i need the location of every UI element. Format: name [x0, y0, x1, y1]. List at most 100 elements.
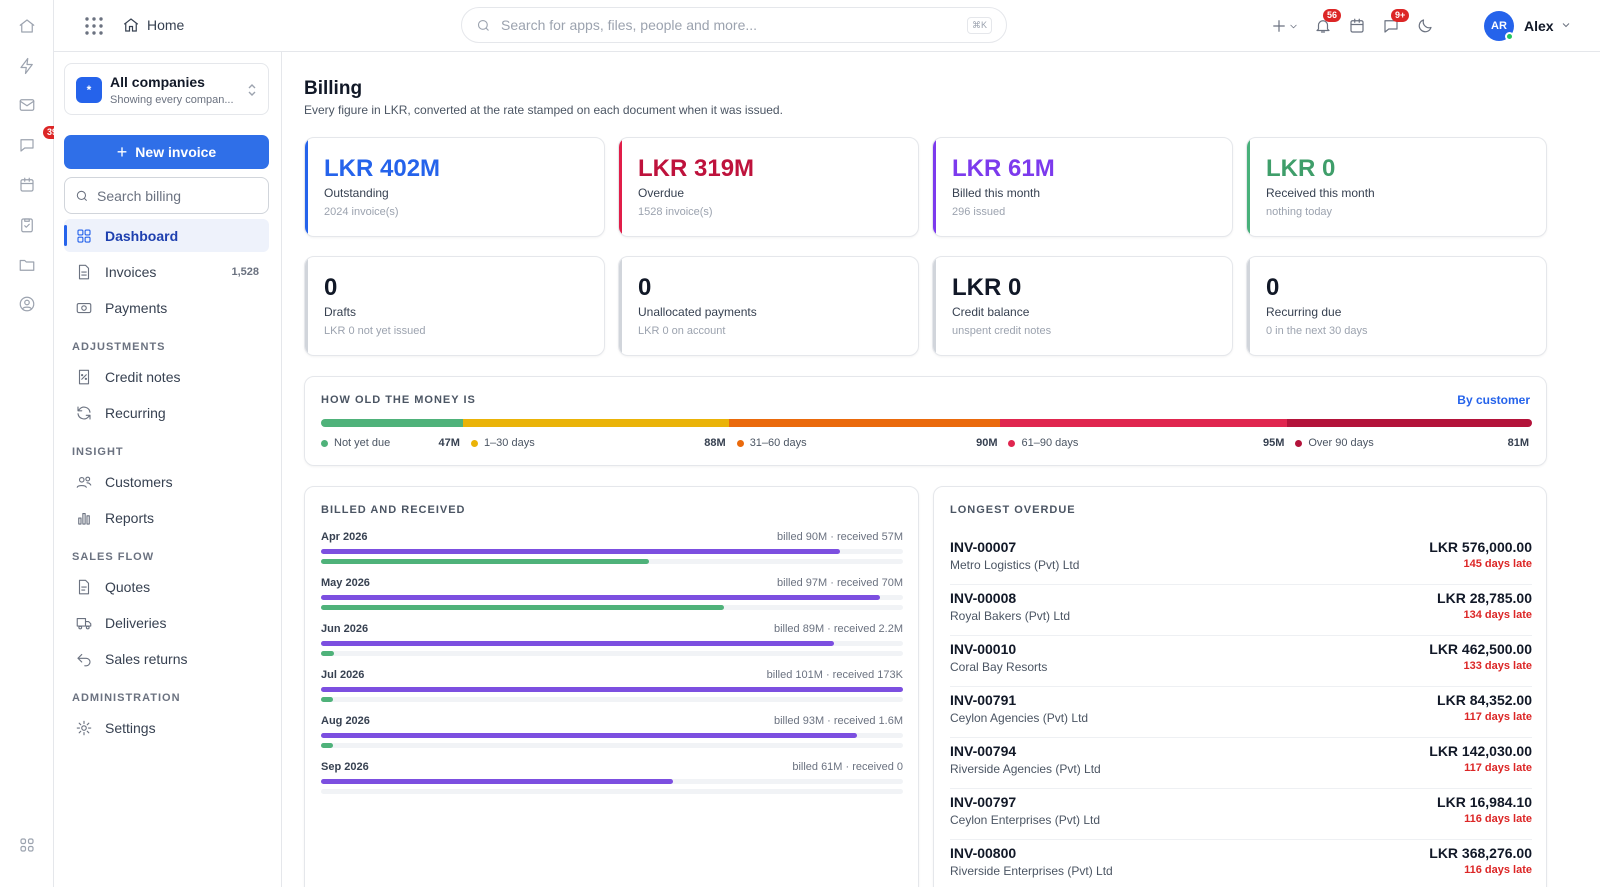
- overdue-row[interactable]: INV-00791 Ceylon Agencies (Pvt) Ltd LKR 84…: [950, 687, 1532, 738]
- legend-label: Not yet due: [334, 437, 391, 449]
- truck-icon: [76, 617, 92, 629]
- days-late: 134 days late: [1463, 609, 1533, 621]
- search-shortcut: ⌘K: [966, 16, 992, 34]
- apps-icon[interactable]: [15, 833, 39, 857]
- top-bar: Home Search for apps, files, people and …: [54, 0, 1600, 52]
- sidebar-item-label: Payments: [105, 299, 168, 316]
- overdue-row[interactable]: INV-00797 Ceylon Enterprises (Pvt) Ltd LKR…: [950, 789, 1532, 840]
- sidebar-item-recurring[interactable]: Recurring: [64, 396, 269, 429]
- invoice-number: INV-00007: [950, 539, 1017, 555]
- overdue-row[interactable]: INV-00008 Royal Bakers (Pvt) Ltd LKR 28,78…: [950, 585, 1532, 636]
- create-menu-button[interactable]: [1266, 16, 1302, 36]
- section-adjustments: ADJUSTMENTS: [72, 341, 166, 353]
- month-summary: billed 101M · received 173K: [766, 669, 903, 681]
- sidebar-item-credit-notes[interactable]: Credit notes: [64, 360, 269, 393]
- card-value: LKR 319M: [638, 155, 755, 182]
- calendar-button[interactable]: [1347, 16, 1367, 36]
- sidebar-item-dashboard[interactable]: Dashboard: [64, 219, 269, 252]
- section-sales-flow: SALES FLOW: [72, 551, 155, 563]
- by-customer-link[interactable]: By customer: [1457, 393, 1530, 407]
- kpi-card-received-this-month[interactable]: LKR 0 Received this month nothing today: [1246, 137, 1547, 237]
- overdue-row[interactable]: INV-00007 Metro Logistics (Pvt) Ltd LKR 57…: [950, 534, 1532, 585]
- kpi-card-billed-this-month[interactable]: LKR 61M Billed this month 296 issued: [932, 137, 1233, 237]
- home-icon[interactable]: [15, 14, 39, 38]
- bar-chart-icon: [78, 512, 90, 525]
- home-link[interactable]: Home: [122, 16, 184, 34]
- kpi-card-drafts[interactable]: 0 Drafts LKR 0 not yet issued: [304, 256, 605, 356]
- user-circle-icon[interactable]: [15, 292, 39, 316]
- card-accent: [1247, 257, 1250, 355]
- folder-icon[interactable]: [15, 253, 39, 277]
- global-search-input[interactable]: Search for apps, files, people and more.…: [461, 7, 1007, 43]
- customer-name: Riverside Enterprises (Pvt) Ltd: [950, 864, 1113, 878]
- notifications-button[interactable]: 56: [1313, 9, 1342, 36]
- sidebar-item-deliveries[interactable]: Deliveries: [64, 606, 269, 639]
- month-summary: billed 90M · received 57M: [777, 531, 903, 543]
- sidebar-item-customers[interactable]: Customers: [64, 465, 269, 498]
- apps-grid-icon[interactable]: [84, 16, 104, 36]
- sidebar-item-sales-returns[interactable]: Sales returns: [64, 642, 269, 675]
- card-note: 2024 invoice(s): [324, 206, 399, 218]
- legend-label: 61–90 days: [1021, 437, 1079, 449]
- legend-dot: [1295, 439, 1303, 447]
- month-row: Sep 2026 billed 61M · received 0: [321, 761, 903, 807]
- sidebar-item-quotes[interactable]: Quotes: [64, 570, 269, 603]
- longest-overdue-title: LONGEST OVERDUE: [950, 504, 1076, 516]
- calendar-icon: [1350, 18, 1364, 33]
- document-icon: [78, 579, 90, 594]
- sidebar-item-payments[interactable]: Payments: [64, 291, 269, 324]
- card-accent: [933, 138, 936, 236]
- search-icon: [477, 19, 489, 31]
- customer-name: Metro Logistics (Pvt) Ltd: [950, 558, 1080, 572]
- legend-amount: 81M: [1507, 437, 1529, 449]
- overdue-row[interactable]: INV-00794 Riverside Agencies (Pvt) Ltd LKR…: [950, 738, 1532, 789]
- aging-segment: [462, 419, 729, 427]
- theme-toggle[interactable]: [1415, 16, 1435, 36]
- sidebar-item-invoices[interactable]: Invoices 1,528: [64, 255, 269, 288]
- month-row: Jul 2026 billed 101M · received 173K: [321, 669, 903, 715]
- search-icon: [76, 190, 88, 201]
- sidebar-item-label: Invoices: [105, 263, 157, 280]
- month-name: Jun 2026: [321, 623, 369, 635]
- aging-panel: HOW OLD THE MONEY IS By customer Not yet…: [304, 376, 1547, 466]
- user-name[interactable]: Alex: [1524, 18, 1554, 34]
- card-value: 0: [1266, 274, 1280, 301]
- lightning-icon[interactable]: [15, 54, 39, 78]
- month-name: Jul 2026: [321, 669, 365, 681]
- clipboard-icon[interactable]: [15, 213, 39, 237]
- document-icon: [78, 264, 90, 279]
- aging-legend: Not yet due 47M 1–30 days 88M 31–60 days 90M 6…: [321, 437, 1532, 451]
- company-switcher[interactable]: * All companies Showing every compan...: [64, 63, 269, 115]
- month-row: Jun 2026 billed 89M · received 2.2M: [321, 623, 903, 669]
- gear-icon: [76, 720, 92, 735]
- card-label: Drafts: [324, 305, 357, 319]
- home-icon: [123, 18, 139, 32]
- chevron-down-icon[interactable]: [1560, 19, 1572, 31]
- received-track: [321, 605, 903, 610]
- kpi-card-overdue[interactable]: LKR 319M Overdue 1528 invoice(s): [618, 137, 919, 237]
- overdue-row[interactable]: INV-00800 Riverside Enterprises (Pvt) Ltd…: [950, 840, 1532, 887]
- sidebar-item-reports[interactable]: Reports: [64, 501, 269, 534]
- month-summary: billed 97M · received 70M: [777, 577, 903, 589]
- month-name: Apr 2026: [321, 531, 368, 543]
- kpi-card-unallocated-payments[interactable]: 0 Unallocated payments LKR 0 on account: [618, 256, 919, 356]
- overdue-row[interactable]: INV-00010 Coral Bay Resorts LKR 462,500.00…: [950, 636, 1532, 687]
- aging-legend-item: 31–60 days: [736, 437, 807, 449]
- sidebar-item-settings[interactable]: Settings: [64, 711, 269, 744]
- company-logo: *: [76, 77, 102, 103]
- new-invoice-button[interactable]: + New invoice: [64, 135, 269, 169]
- kpi-card-recurring-due[interactable]: 0 Recurring due 0 in the next 30 days: [1246, 256, 1547, 356]
- mail-icon[interactable]: [15, 93, 39, 117]
- billing-search-input[interactable]: Search billing: [64, 177, 269, 214]
- kpi-card-outstanding[interactable]: LKR 402M Outstanding 2024 invoice(s): [304, 137, 605, 237]
- longest-overdue-panel: LONGEST OVERDUE INV-00007 Metro Logistics…: [933, 486, 1547, 887]
- billed-track: [321, 779, 903, 784]
- chat-icon[interactable]: 39: [15, 126, 62, 157]
- moon-icon: [1418, 19, 1432, 33]
- billed-track: [321, 687, 903, 692]
- messages-button[interactable]: 9+: [1381, 9, 1410, 36]
- avatar[interactable]: AR: [1484, 11, 1514, 41]
- kpi-card-credit-balance[interactable]: LKR 0 Credit balance unspent credit note…: [932, 256, 1233, 356]
- calendar-icon[interactable]: [15, 173, 39, 197]
- banknote-icon: [76, 302, 92, 313]
